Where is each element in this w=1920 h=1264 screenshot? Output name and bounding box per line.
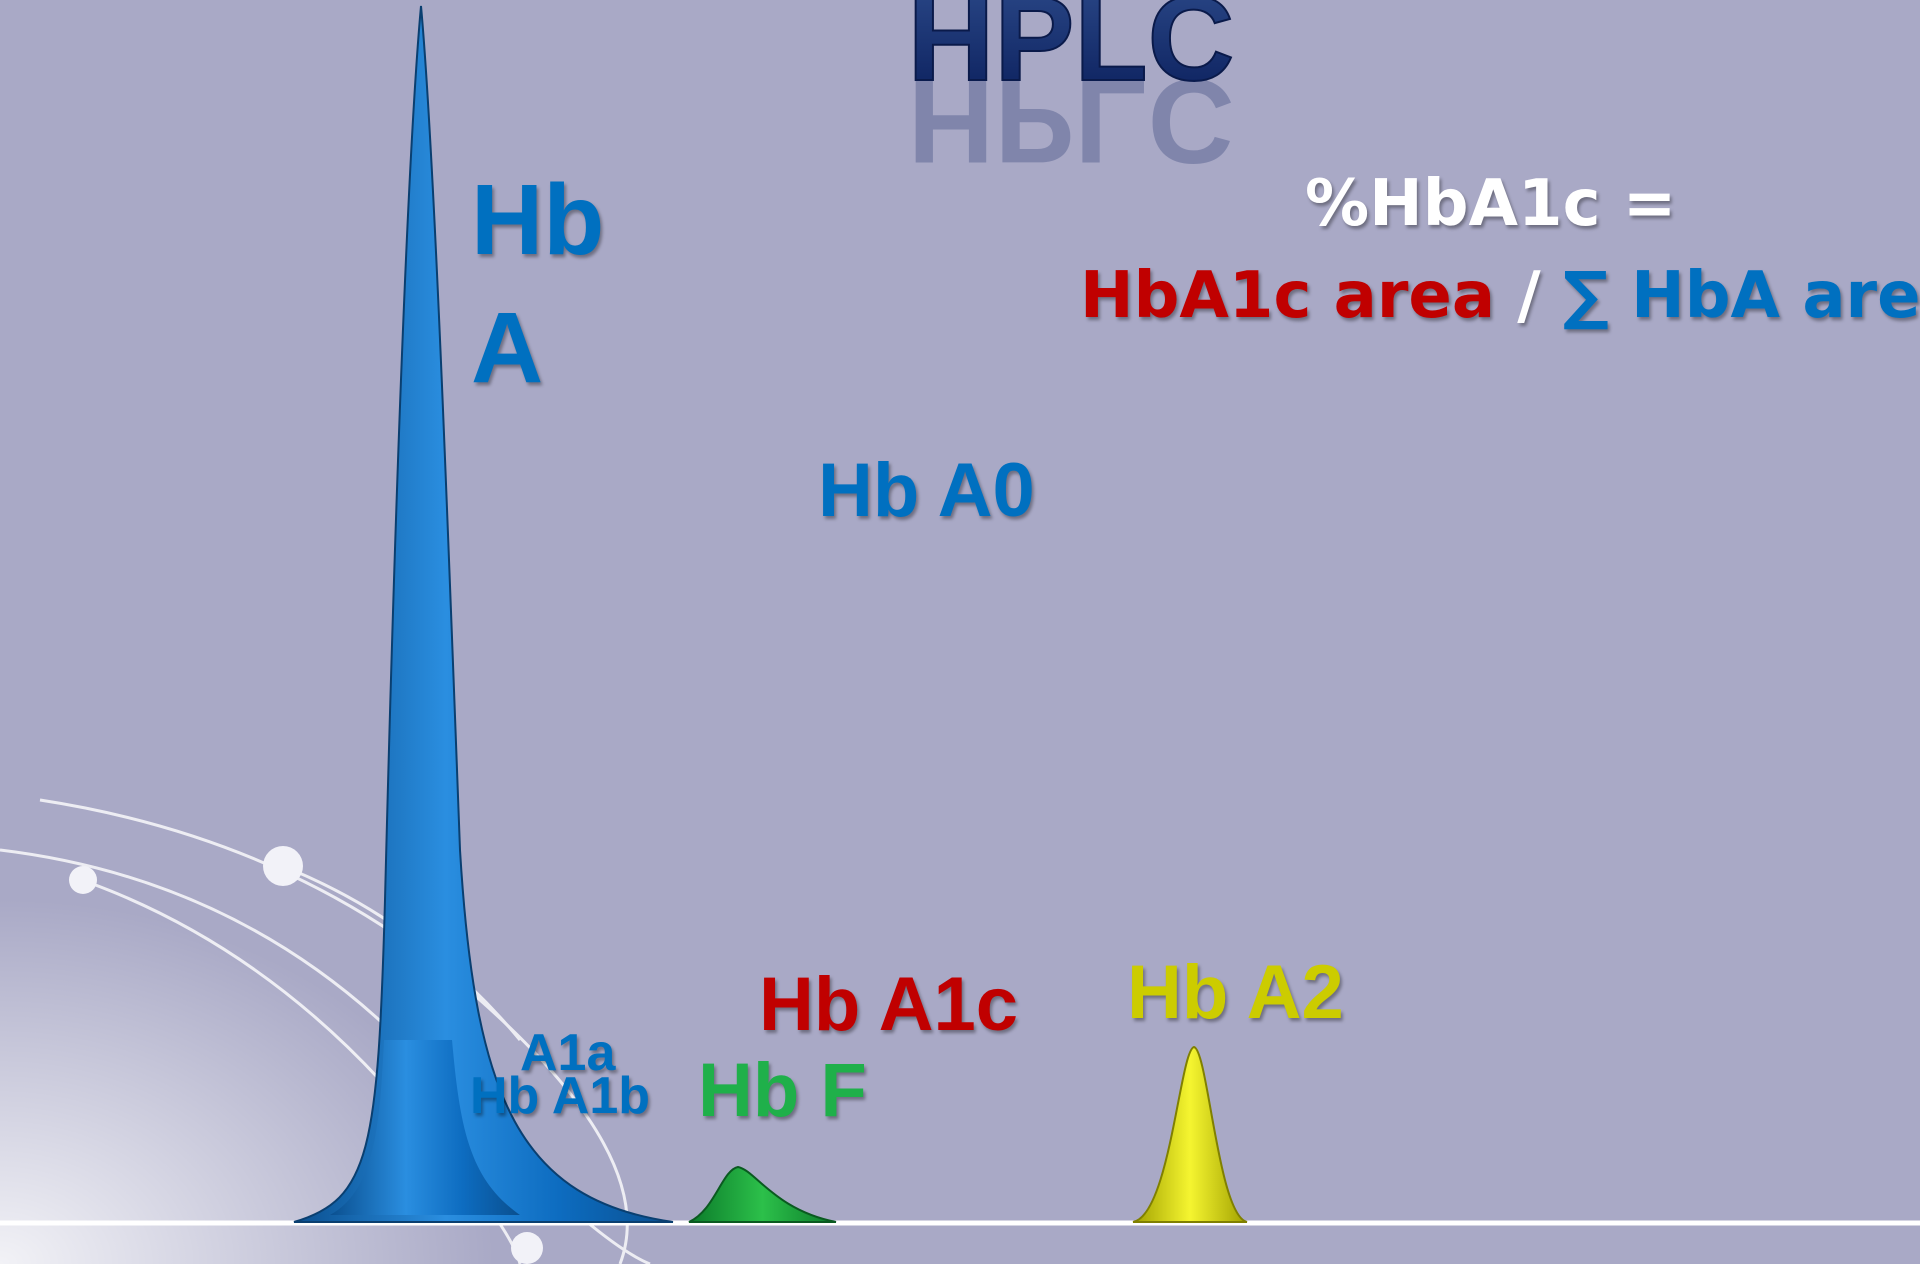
formula-line2: HbA1c area / ∑ HbA area (1080, 264, 1920, 328)
peak-label: Hb (471, 170, 604, 270)
peak-label: A (471, 298, 543, 398)
label-hbf: Hb F (698, 1053, 867, 1129)
peak-hba2 (1133, 1047, 1247, 1222)
label-hba2: Hb A2 (1127, 955, 1344, 1031)
label-hba1b: Hb A1b (470, 1070, 650, 1122)
formula-line1: %HbA1c = (1305, 172, 1676, 236)
label-hba1c: Hb A1c (759, 967, 1018, 1043)
denominator: ∑ HbA area (1563, 259, 1920, 333)
slide: HPLC HPLC Hb A %HbA1c = HbA1c area / ∑ H… (0, 0, 1920, 1264)
label-hba0: Hb A0 (818, 453, 1035, 529)
decor-dot (69, 866, 97, 894)
title-reflection: HPLC (908, 54, 1235, 188)
divider: / (1517, 259, 1540, 333)
numerator: HbA1c area (1080, 259, 1495, 333)
decor-dot (511, 1232, 543, 1264)
decor-dot (263, 846, 303, 886)
